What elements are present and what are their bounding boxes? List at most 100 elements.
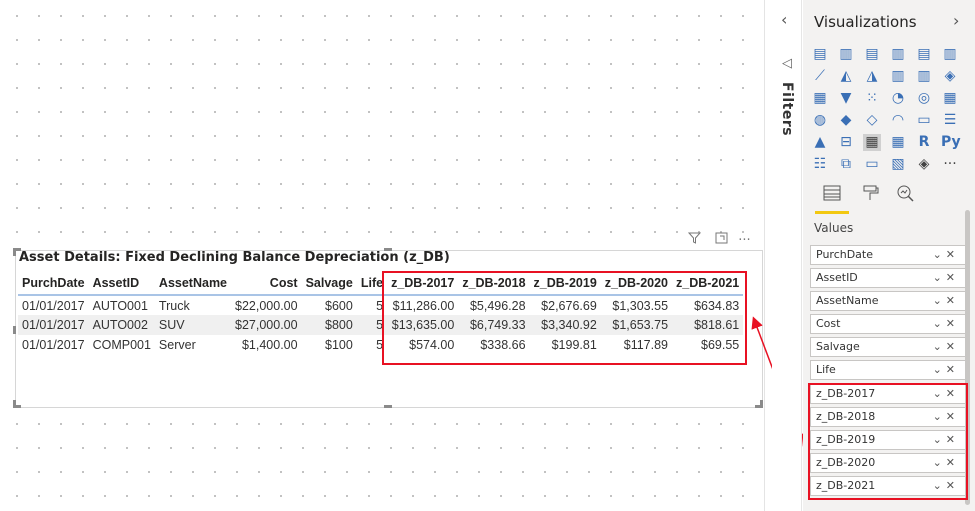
table-cell: $5,496.28 [469,298,526,313]
line-and-column-chart-icon[interactable]: ▥ [891,68,905,84]
field-name: z_DB-2021 [816,479,876,492]
kpi-icon[interactable]: ▲ [814,134,826,150]
field-well-item[interactable]: z_DB-2021 ⌄✕ [810,476,966,496]
visual-header: ··· [687,232,751,248]
analytics-magnifier-icon[interactable] [893,184,919,208]
field-well-item[interactable]: PurchDate ⌄✕ [810,245,966,265]
asset-table: PurchDate AssetID AssetName Cost Salvage… [18,272,744,355]
column-header[interactable]: AssetID [88,272,155,296]
chevron-down-close-icon[interactable]: ⌄✕ [932,456,959,469]
shape-map-icon[interactable]: ◇ [866,112,878,128]
resize-handle[interactable] [13,326,16,334]
funnel-chart-icon[interactable]: ▼ [840,90,852,106]
100-stacked-bar-chart-icon[interactable]: ▤ [917,46,931,62]
chevron-down-close-icon[interactable]: ⌄✕ [932,479,959,492]
table-visual-icon[interactable]: ▦ [863,134,881,151]
resize-handle[interactable] [13,248,21,251]
chevron-down-close-icon[interactable]: ⌄✕ [932,433,959,446]
clustered-bar-chart-icon[interactable]: ▤ [865,46,879,62]
chevron-right-icon[interactable]: › [953,11,960,30]
filled-map-icon[interactable]: ◆ [840,112,852,128]
table-row[interactable]: 01/01/2017 AUTO002 SUV $27,000.00 $800 5… [18,315,744,335]
field-well-item[interactable]: Salvage ⌄✕ [810,337,966,357]
field-well-item[interactable]: Cost ⌄✕ [810,314,966,334]
map-icon[interactable]: ◍ [813,112,827,128]
column-header[interactable]: z_DB-2021 [672,272,744,296]
qa-visual-icon[interactable]: ▭ [865,156,879,172]
decomposition-tree-icon[interactable]: ⧉ [841,156,851,172]
more-options-icon[interactable]: ··· [738,233,751,248]
pane-scrollbar[interactable] [965,210,970,505]
100-stacked-column-chart-icon[interactable]: ▥ [943,46,957,62]
column-header[interactable]: z_DB-2019 [529,272,601,296]
table-cell: 01/01/2017 [22,338,85,352]
gauge-icon[interactable]: ◠ [891,112,905,128]
treemap-icon[interactable]: ▦ [943,90,957,106]
field-well-item[interactable]: z_DB-2018 ⌄✕ [810,407,966,427]
field-well-item[interactable]: Life ⌄✕ [810,360,966,380]
chevron-down-close-icon[interactable]: ⌄✕ [932,294,959,307]
table-cell: $1,653.75 [600,315,673,335]
column-header[interactable]: Salvage [301,272,357,296]
format-paint-roller-icon[interactable] [857,184,883,208]
column-header[interactable]: AssetName [154,272,232,296]
resize-handle[interactable] [13,248,16,256]
fields-tab-icon[interactable] [819,184,845,208]
field-well-item[interactable]: z_DB-2020 ⌄✕ [810,453,966,473]
scatter-chart-icon[interactable]: ⁙ [866,90,878,106]
field-well-item[interactable]: z_DB-2019 ⌄✕ [810,430,966,450]
table-row[interactable]: 01/01/2017 AUTO001 Truck $22,000.00 $600… [18,295,743,315]
filters-label[interactable]: Filters [779,82,795,137]
table-cell: 5 [376,298,384,313]
column-header[interactable]: z_DB-2017 [387,272,459,296]
focus-mode-icon[interactable] [715,232,728,248]
clustered-column-chart-icon[interactable]: ▥ [891,46,905,62]
waterfall-chart-icon[interactable]: ▦ [813,90,827,106]
filter-icon[interactable] [687,232,702,248]
chevron-left-icon[interactable]: ‹ [781,10,788,29]
card-icon[interactable]: ▭ [917,112,931,128]
area-chart-icon[interactable]: ◭ [840,68,852,84]
line-and-stacked-column-chart-icon[interactable]: ▥ [917,68,931,84]
chevron-down-close-icon[interactable]: ⌄✕ [932,317,959,330]
filters-pane[interactable]: ‹ ◁ Filters [772,0,802,511]
column-header[interactable]: z_DB-2020 [600,272,673,296]
more-visuals-icon[interactable]: ··· [943,156,957,172]
field-well-item[interactable]: AssetName ⌄✕ [810,291,966,311]
chevron-down-close-icon[interactable]: ⌄✕ [932,387,959,400]
pie-chart-icon[interactable]: ◔ [891,90,905,106]
table-cell: $27,000.00 [231,315,302,335]
table-cell: AUTO002 [88,315,155,335]
column-header[interactable]: PurchDate [18,272,89,296]
resize-handle[interactable] [13,405,21,408]
resize-handle[interactable] [13,400,16,408]
slicer-icon[interactable]: ⊟ [840,134,852,150]
chevron-down-close-icon[interactable]: ⌄✕ [932,410,959,423]
ribbon-chart-icon[interactable]: ◈ [944,68,956,84]
column-header[interactable]: z_DB-2018 [458,272,530,296]
field-well-item[interactable]: z_DB-2017 ⌄✕ [810,384,966,404]
resize-handle[interactable] [384,248,392,251]
table-row[interactable]: 01/01/2017 COMP001 Server $1,400.00 $100… [18,335,743,355]
chevron-down-close-icon[interactable]: ⌄✕ [932,248,959,261]
key-influencers-icon[interactable]: ☷ [813,156,827,172]
table-cell: $600 [325,298,353,313]
stacked-area-chart-icon[interactable]: ◮ [866,68,878,84]
python-visual-icon[interactable]: Py [941,134,961,150]
matrix-icon[interactable]: ▦ [891,134,905,150]
chevron-down-close-icon[interactable]: ⌄✕ [932,340,959,353]
smart-narrative-icon[interactable]: ▧ [891,156,905,172]
chevron-down-close-icon[interactable]: ⌄✕ [932,271,959,284]
stacked-column-chart-icon[interactable]: ▥ [839,46,853,62]
power-apps-icon[interactable]: ◈ [918,156,930,172]
field-well-item[interactable]: AssetID ⌄✕ [810,268,966,288]
table-cell: $634.83 [694,298,740,313]
stacked-bar-chart-icon[interactable]: ▤ [813,46,827,62]
resize-handle[interactable] [384,405,392,408]
column-header[interactable]: Cost [231,272,302,296]
chevron-down-close-icon[interactable]: ⌄✕ [932,363,959,376]
r-script-visual-icon[interactable]: R [918,134,930,150]
donut-chart-icon[interactable]: ◎ [917,90,931,106]
multi-row-card-icon[interactable]: ☰ [943,112,957,128]
line-chart-icon[interactable]: ⟋ [815,68,825,84]
